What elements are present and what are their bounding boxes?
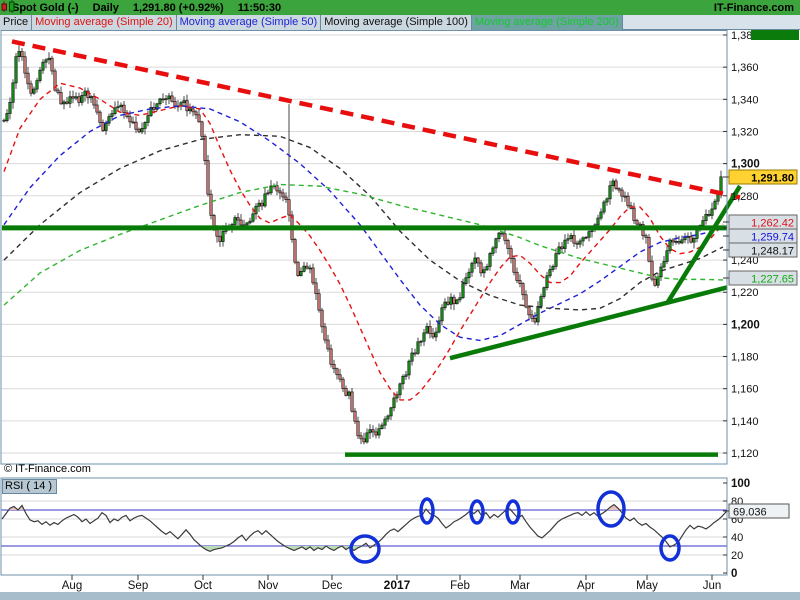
svg-text:Feb: Feb — [450, 580, 470, 592]
svg-text:1,240: 1,240 — [731, 255, 759, 267]
rsi-indicator-label[interactable]: RSI ( 14 ) — [2, 479, 58, 494]
axis-corner-marker — [751, 30, 799, 40]
svg-text:1,248.17: 1,248.17 — [751, 246, 794, 258]
indicator-tab-bar: Price Moving average (Simple 20) Moving … — [0, 15, 800, 30]
svg-text:1,360: 1,360 — [731, 62, 759, 74]
axes-and-labels: 1,1201,1401,1601,1801,2001,2201,2401,260… — [0, 30, 798, 592]
svg-text:1,280: 1,280 — [731, 191, 759, 203]
svg-text:Aug: Aug — [62, 580, 82, 592]
title-bar: Spot Gold (-) Daily 1,291.80 (+0.92%) 11… — [0, 0, 800, 15]
svg-text:100: 100 — [731, 478, 750, 490]
candlestick-series — [2, 45, 723, 445]
rsi-circle-annotations[interactable] — [349, 490, 681, 564]
rsi-series — [1, 503, 727, 553]
svg-text:1,160: 1,160 — [731, 384, 759, 396]
svg-text:Mar: Mar — [510, 580, 530, 592]
quote-time: 11:50:30 — [237, 1, 282, 14]
moving-average-lines — [3, 82, 724, 401]
tab-moving-average-20[interactable]: Moving average (Simple 20) — [32, 15, 177, 30]
svg-text:1,140: 1,140 — [731, 416, 759, 428]
timeframe-label: Daily — [92, 1, 119, 14]
copyright-label: © IT-Finance.com — [4, 463, 91, 475]
svg-text:May: May — [636, 580, 658, 592]
svg-text:Dec: Dec — [322, 580, 343, 592]
instrument-name: Spot Gold (-) — [12, 1, 79, 14]
svg-text:1,262.42: 1,262.42 — [751, 218, 794, 230]
svg-text:40: 40 — [731, 532, 743, 544]
svg-text:1,259.74: 1,259.74 — [751, 232, 794, 244]
svg-text:1,340: 1,340 — [731, 94, 759, 106]
last-price-change: 1,291.80 (+0.92%) — [132, 1, 224, 14]
svg-text:Oct: Oct — [194, 580, 213, 592]
svg-text:20: 20 — [731, 550, 743, 562]
svg-text:1,300: 1,300 — [731, 159, 760, 171]
svg-text:1,291.80: 1,291.80 — [751, 173, 794, 185]
svg-text:0: 0 — [731, 568, 737, 580]
tab-price[interactable]: Price — [0, 15, 33, 30]
svg-text:1,227.65: 1,227.65 — [751, 274, 794, 286]
pane-backgrounds — [0, 30, 800, 600]
svg-text:Jun: Jun — [703, 580, 722, 592]
svg-text:Nov: Nov — [258, 580, 279, 592]
trendline-annotations[interactable] — [2, 39, 742, 457]
svg-text:1,220: 1,220 — [731, 287, 759, 299]
tab-moving-average-100[interactable]: Moving average (Simple 100) — [321, 15, 472, 30]
svg-text:2017: 2017 — [384, 578, 411, 592]
gridlines — [1, 34, 727, 556]
brand-link[interactable]: IT-Finance.com — [713, 1, 794, 14]
tab-bar-filler — [622, 15, 800, 29]
tab-moving-average-200[interactable]: Moving average (Simple 200) — [471, 15, 623, 30]
svg-text:1,120: 1,120 — [731, 448, 759, 460]
svg-text:69.036: 69.036 — [733, 507, 767, 519]
svg-text:1,180: 1,180 — [731, 352, 759, 364]
tab-moving-average-50[interactable]: Moving average (Simple 50) — [176, 15, 322, 30]
svg-text:1,320: 1,320 — [731, 126, 759, 138]
svg-text:1,200: 1,200 — [731, 319, 760, 331]
svg-text:Apr: Apr — [577, 580, 595, 592]
svg-text:Sep: Sep — [128, 580, 148, 592]
